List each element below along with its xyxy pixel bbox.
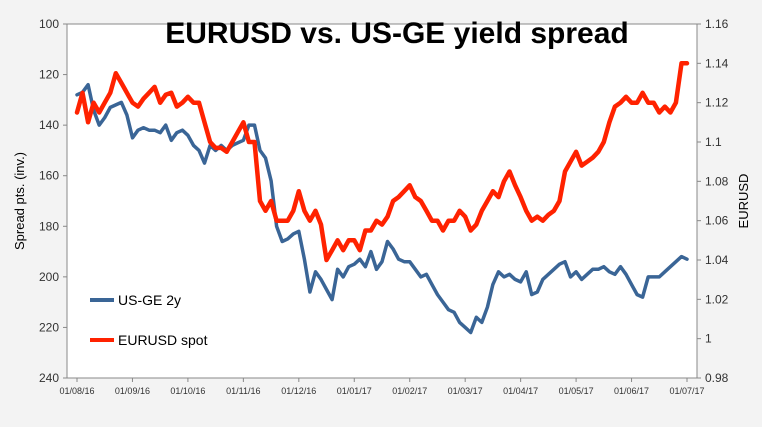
series-line-eurusd-spot (74, 61, 690, 263)
y-right-tick-label: 1.12 (705, 96, 729, 110)
y-right-tick-label: 1.06 (705, 214, 729, 228)
y-left-tick-label: 220 (39, 320, 59, 334)
series-layer (74, 61, 690, 335)
series-line-us-ge-2y (75, 82, 689, 335)
y-axis-right-title: EURUSD (736, 174, 751, 229)
x-tick-label: 01/06/17 (614, 386, 649, 396)
x-tick-label: 01/12/16 (281, 386, 316, 396)
x-tick-label: 01/07/17 (669, 386, 704, 396)
chart-title: EURUSD vs. US-GE yield spread (165, 17, 628, 50)
x-tick-label: 01/01/17 (337, 386, 372, 396)
x-tick-label: 01/10/16 (170, 386, 205, 396)
y-right-tick-label: 1.16 (705, 17, 729, 31)
y-left-tick-label: 240 (39, 371, 59, 385)
y-left-tick-label: 100 (39, 17, 59, 31)
legend: US-GE 2y EURUSD spot (90, 292, 208, 348)
x-tick-label: 01/03/17 (448, 386, 483, 396)
x-axis-ticks: 01/08/16 01/09/16 01/10/16 01/11/16 01/12/16… (59, 378, 705, 396)
x-tick-label: 01/11/16 (226, 386, 260, 396)
y-left-tick-label: 120 (39, 68, 59, 82)
y-right-tick-label: 1.02 (705, 292, 729, 306)
y-right-tick-label: 1 (705, 332, 712, 346)
y-right-tick-label: 1.04 (705, 253, 729, 267)
y-right-tick-label: 1.08 (705, 174, 729, 188)
y-right-tick-label: 1.1 (705, 135, 722, 149)
x-tick-label: 01/09/16 (115, 386, 150, 396)
x-tick-label: 01/04/17 (503, 386, 538, 396)
x-tick-label: 01/08/16 (59, 386, 94, 396)
y-axis-left-title: Spread pts. (inv.) (12, 152, 27, 250)
y-left-tick-label: 180 (39, 219, 59, 233)
plot-area (66, 23, 698, 379)
legend-label: US-GE 2y (118, 292, 181, 308)
y-left-tick-label: 160 (39, 169, 59, 183)
legend-label: EURUSD spot (118, 332, 208, 348)
x-tick-label: 01/05/17 (559, 386, 594, 396)
y-right-tick-label: 1.14 (705, 56, 729, 70)
y-right-tick-label: 0.98 (705, 371, 729, 385)
y-axis-left-ticks: 100 120 140 160 180 200 220 240 (39, 17, 67, 385)
y-left-tick-label: 140 (39, 118, 59, 132)
y-axis-right-ticks: 0.98 1 1.02 1.04 1.06 1.08 1.1 1.12 1.14 1.16 (697, 17, 729, 385)
y-left-tick-label: 200 (39, 270, 59, 284)
x-tick-label: 01/02/17 (392, 386, 427, 396)
